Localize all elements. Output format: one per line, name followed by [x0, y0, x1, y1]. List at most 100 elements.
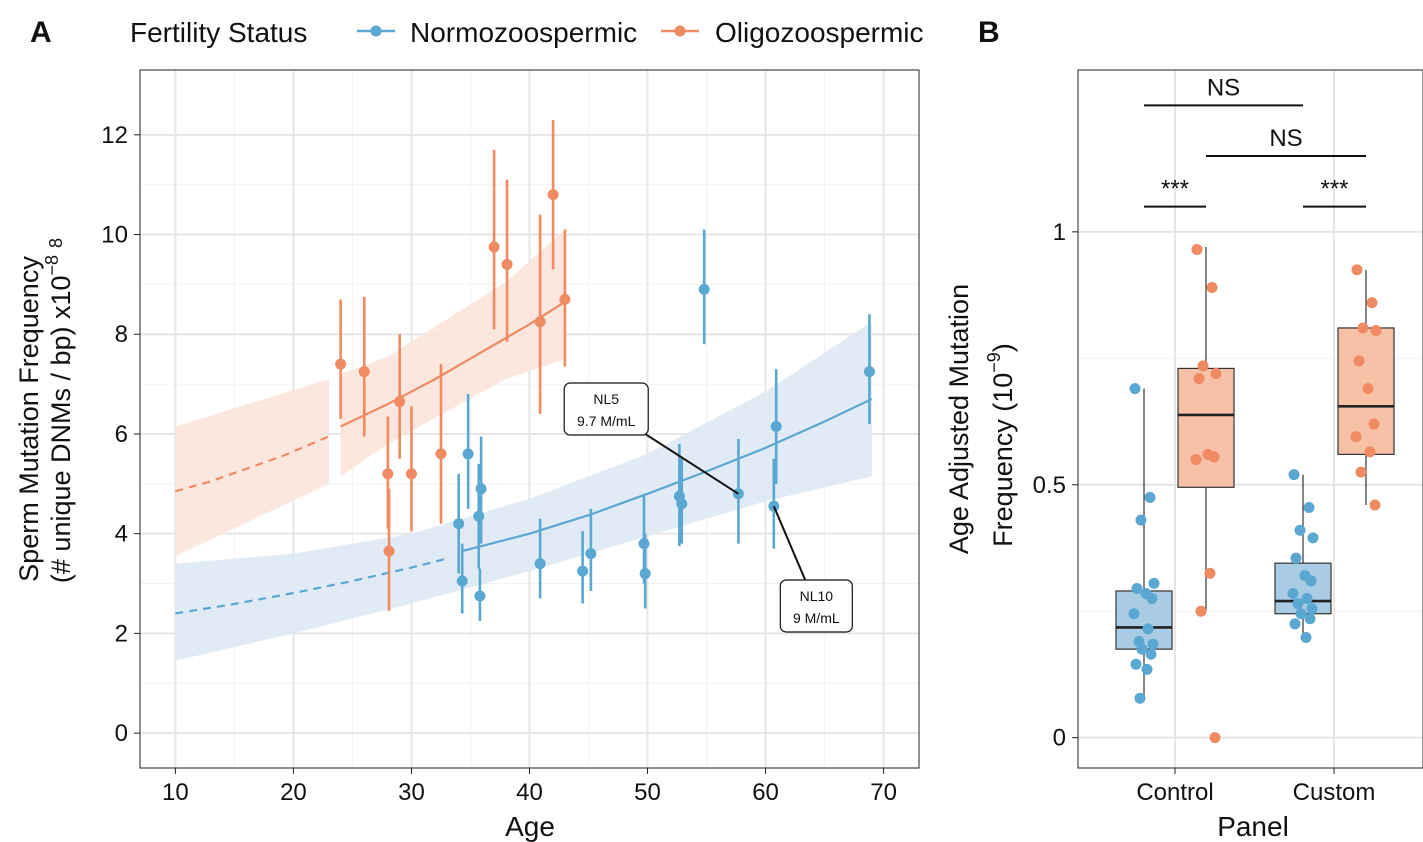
panel-b-y-tick-label: 1 [1053, 219, 1066, 246]
legend-title: Fertility Status [130, 17, 307, 48]
normo-box-point [1294, 524, 1306, 536]
panel-a-y-axis-label-line2: (# unique DNMs / bp) x10−8 [42, 255, 76, 583]
annotation-sample-id: NL10 [800, 588, 834, 604]
panel-a-y-tick-label: 4 [115, 521, 128, 548]
significance-label: *** [1320, 176, 1348, 203]
panel-a-y-tick-label: 2 [115, 620, 128, 647]
panel-a-letter: A [30, 16, 52, 49]
panel-a-x-tick-label: 60 [752, 779, 779, 806]
panel-a-y-axis-label-subscript: 8 [46, 238, 66, 248]
panel-a-x-tick-label: 40 [516, 779, 543, 806]
legend-item-normozoospermic: Normozoospermic [410, 17, 637, 48]
oligo-data-point [488, 241, 500, 253]
oligo-box-point [1206, 281, 1218, 293]
normo-box-point [1148, 577, 1160, 589]
panel-a-y-tick-label: 0 [115, 720, 128, 747]
normo-data-point [456, 575, 468, 587]
normo-box-point [1301, 593, 1313, 605]
normo-data-point [863, 366, 875, 378]
oligo-data-point [501, 258, 513, 270]
normo-box-point [1129, 383, 1141, 395]
normo-data-point [474, 590, 486, 602]
panel-b-y-axis-label-line2: Frequency (10−9) [984, 343, 1018, 547]
oligo-box-point [1362, 383, 1374, 395]
normo-data-point [676, 498, 688, 510]
panel-a-ticks: 10 20 30 40 50 60 70 0 2 4 6 8 10 12 [101, 122, 897, 806]
panel-b-grid [1078, 70, 1423, 768]
panel-b-y-tick-label: 0 [1053, 725, 1066, 752]
oligo-box-point [1350, 431, 1362, 443]
panel-a-y-tick-label: 12 [101, 122, 128, 149]
normo-data-point [462, 448, 474, 460]
panel-b-boxes [1115, 247, 1395, 699]
oligo-box-point [1210, 367, 1222, 379]
oligo-box-point [1195, 605, 1207, 617]
panel-a-y-tick-label: 6 [115, 421, 128, 448]
oligo-box-point [1193, 373, 1205, 385]
panel-a-y-tick-label: 10 [101, 222, 128, 249]
normo-box-point [1303, 502, 1315, 514]
oligo-data-point [547, 189, 559, 201]
normo-data-point [473, 510, 485, 522]
normo-data-point [534, 558, 546, 570]
normo-box-point [1290, 552, 1302, 564]
normo-box-point [1145, 648, 1157, 660]
oligo-box-point [1366, 297, 1378, 309]
oligo-box [1177, 367, 1235, 488]
oligo-box-point [1369, 499, 1381, 511]
annotation-sperm-count: 9.7 M/mL [577, 413, 636, 429]
legend-key-oligo-dot [674, 25, 686, 37]
oligo-box-point [1209, 732, 1221, 744]
normo-box-point [1142, 623, 1154, 635]
panel-a-x-axis-label: Age [505, 811, 555, 842]
oligo-data-point [534, 316, 546, 328]
legend-item-oligozoospermic: Oligozoospermic [715, 17, 924, 48]
panel-b-ticks: 0 0.5 1 Control Custom [1033, 219, 1376, 806]
panel-b-x-tick-label: Custom [1293, 779, 1376, 806]
oligo-data-point [435, 448, 447, 460]
normo-confidence-band [175, 321, 872, 661]
normo-box-point [1144, 491, 1156, 503]
oligo-box-point [1353, 355, 1365, 367]
panel-b-letter: B [978, 16, 1000, 49]
panel-a-annotations: NL5 9.7 M/mL NL10 9 M/mL [563, 382, 853, 633]
annotation-sample-id: NL5 [593, 391, 619, 407]
panel-a-x-tick-label: 50 [634, 779, 661, 806]
oligo-box-point [1208, 451, 1220, 463]
oligo-data-point [559, 293, 571, 305]
normo-data-point [585, 548, 597, 560]
normo-box-point [1295, 608, 1307, 620]
oligo-confidence-band [340, 229, 565, 477]
normo-box-point [1147, 638, 1159, 650]
oligo-box-point [1368, 418, 1380, 430]
normo-data-point [453, 518, 465, 530]
panel-a-y-tick-label: 8 [115, 321, 128, 348]
panel-a-confidence-bands [175, 229, 872, 661]
normo-box-point [1130, 658, 1142, 670]
normo-box-point [1128, 608, 1140, 620]
panel-b-y-axis-label-line2-main: Frequency (10 [988, 373, 1018, 547]
panel-b-y-tick-label: 0.5 [1033, 472, 1066, 499]
normo-box-point [1292, 598, 1304, 610]
normo-box-point [1136, 643, 1148, 655]
annotation-box [563, 382, 649, 436]
legend: Fertility Status Normozoospermic Oligozo… [130, 17, 924, 48]
legend-key-normo-dot [370, 25, 382, 37]
panel-b-significance-brackets: NS NS *** *** [1144, 74, 1366, 208]
oligo-box-point [1197, 360, 1209, 372]
normo-box-point [1134, 692, 1146, 704]
normo-box-point [1306, 603, 1318, 615]
annotation-sperm-count: 9 M/mL [793, 610, 840, 626]
normo-box-point [1307, 532, 1319, 544]
oligo-fit-line-extrapolated [175, 435, 330, 493]
panel-b-y-axis-label-line1: Age Adjusted Mutation [944, 284, 974, 554]
normo-box-point [1305, 575, 1317, 587]
panel-b-data-points [1128, 244, 1382, 744]
panel-b-y-axis-label-exponent: −9 [984, 352, 1004, 373]
oligo-box-point [1204, 567, 1216, 579]
normo-box-point [1289, 618, 1301, 630]
panel-a: NL5 9.7 M/mL NL10 9 M/mL 10 20 30 40 50 60 70 0 2 4 6… [14, 69, 920, 842]
oligo-box-point [1190, 453, 1202, 465]
panel-a-x-tick-label: 70 [870, 779, 897, 806]
